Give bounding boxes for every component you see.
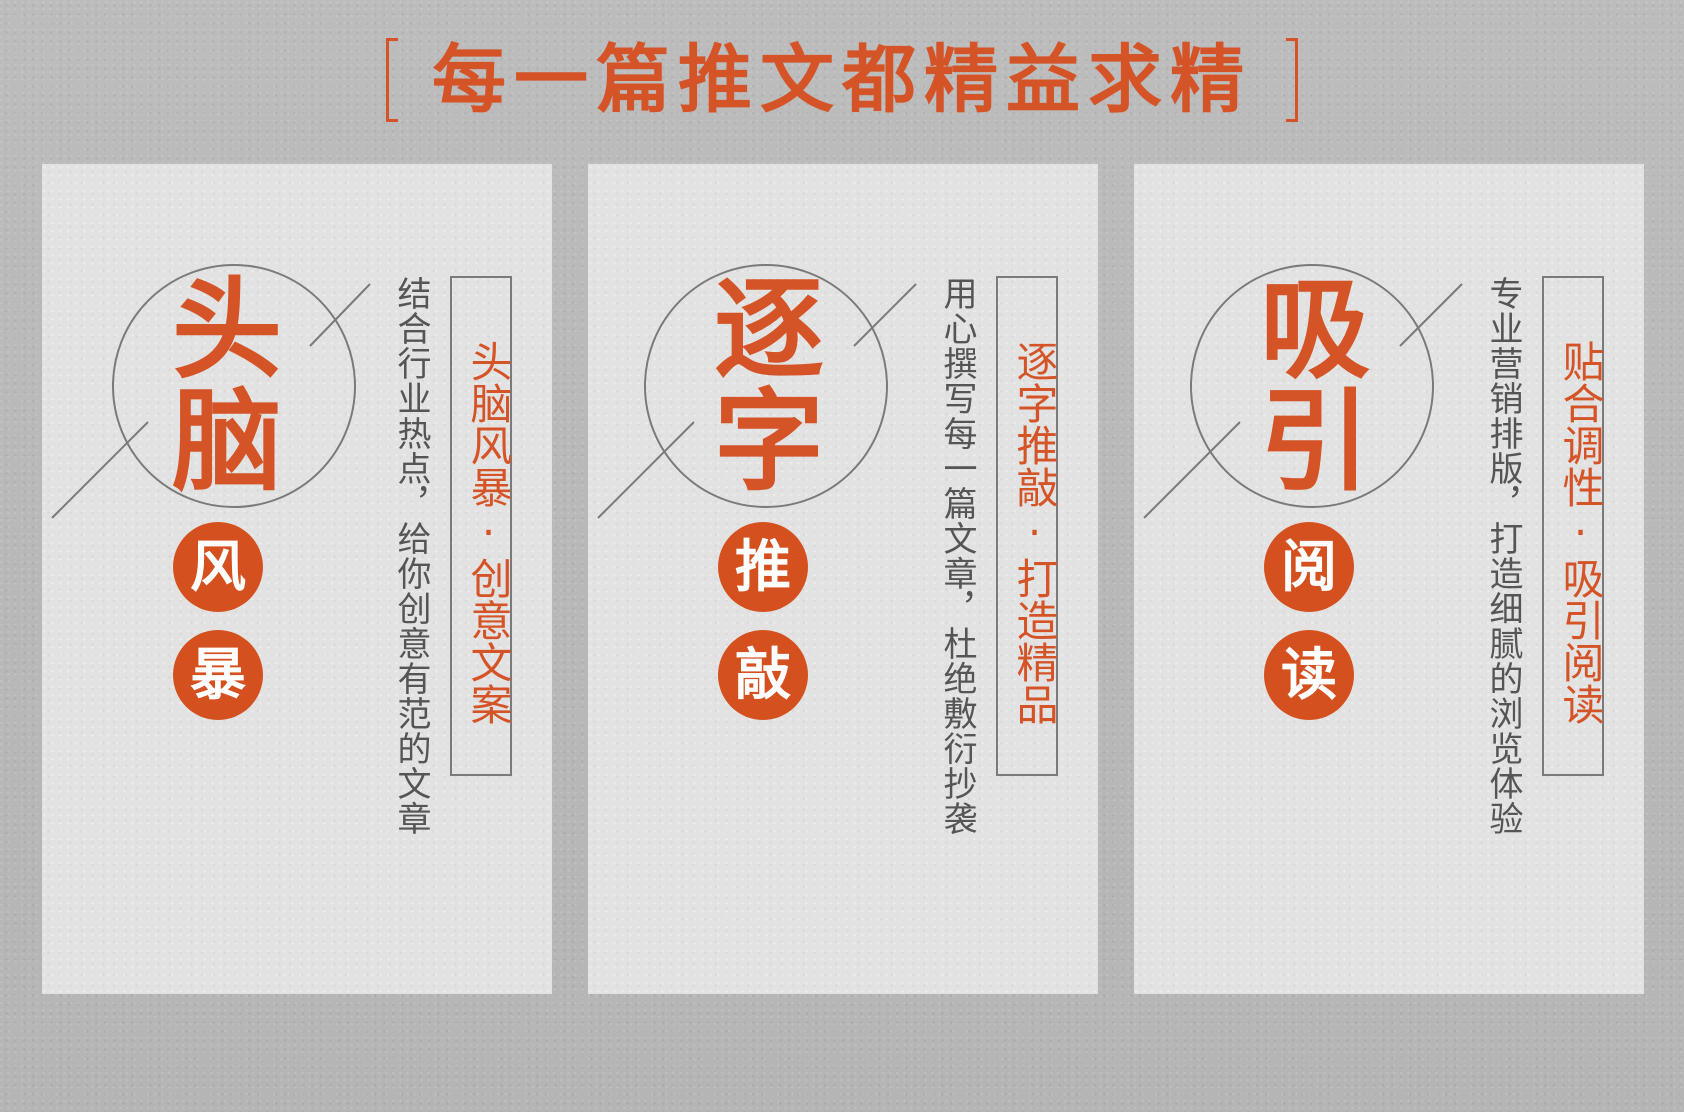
circle-slash-icon	[597, 264, 917, 519]
right-bracket-icon	[1286, 38, 1298, 122]
circle-character-2: 敲	[718, 630, 808, 720]
circle-character-1: 阅	[1264, 522, 1354, 612]
headline-banner: 每一篇推文都精益求精	[0, 38, 1684, 122]
card-tag: 贴合调性·吸引阅读	[1556, 339, 1605, 725]
circle-character-2: 暴	[173, 630, 263, 720]
big-character-2: 字	[714, 377, 824, 506]
circle-slash-icon	[51, 264, 371, 519]
big-character-2: 引	[1260, 377, 1370, 506]
circle-slash-icon	[1143, 264, 1463, 519]
left-bracket-icon	[386, 38, 398, 122]
card-tag: 逐字推敲·打造精品	[1010, 339, 1059, 725]
card-description: 用心撰写每一篇文章，杜绝敷衍抄袭	[937, 276, 977, 836]
feature-card-attract: 吸 引 阅 读 专业营销排版，打造细腻的浏览体验 贴合调性·吸引阅读	[1134, 164, 1644, 994]
circle-character-1: 风	[173, 522, 263, 612]
card-description: 结合行业热点，给你创意有范的文章	[391, 276, 431, 836]
big-character-1: 头	[172, 265, 282, 394]
card-tag-box: 头脑风暴·创意文案	[450, 276, 513, 776]
circle-character-2: 读	[1264, 630, 1354, 720]
circle-character-1: 推	[718, 522, 808, 612]
feature-card-brainstorm: 头 脑 风 暴 结合行业热点，给你创意有范的文章 头脑风暴·创意文案	[42, 164, 552, 994]
card-tag-box: 贴合调性·吸引阅读	[1542, 276, 1605, 776]
big-character-1: 逐	[714, 265, 824, 394]
card-tag: 头脑风暴·创意文案	[464, 339, 513, 725]
big-character-2: 脑	[172, 377, 282, 506]
feature-card-refine: 逐 字 推 敲 用心撰写每一篇文章，杜绝敷衍抄袭 逐字推敲·打造精品	[588, 164, 1098, 994]
card-description: 专业营销排版，打造细腻的浏览体验	[1483, 276, 1523, 836]
card-tag-box: 逐字推敲·打造精品	[996, 276, 1059, 776]
big-character-1: 吸	[1260, 265, 1370, 394]
headline: 每一篇推文都精益求精	[432, 37, 1252, 123]
